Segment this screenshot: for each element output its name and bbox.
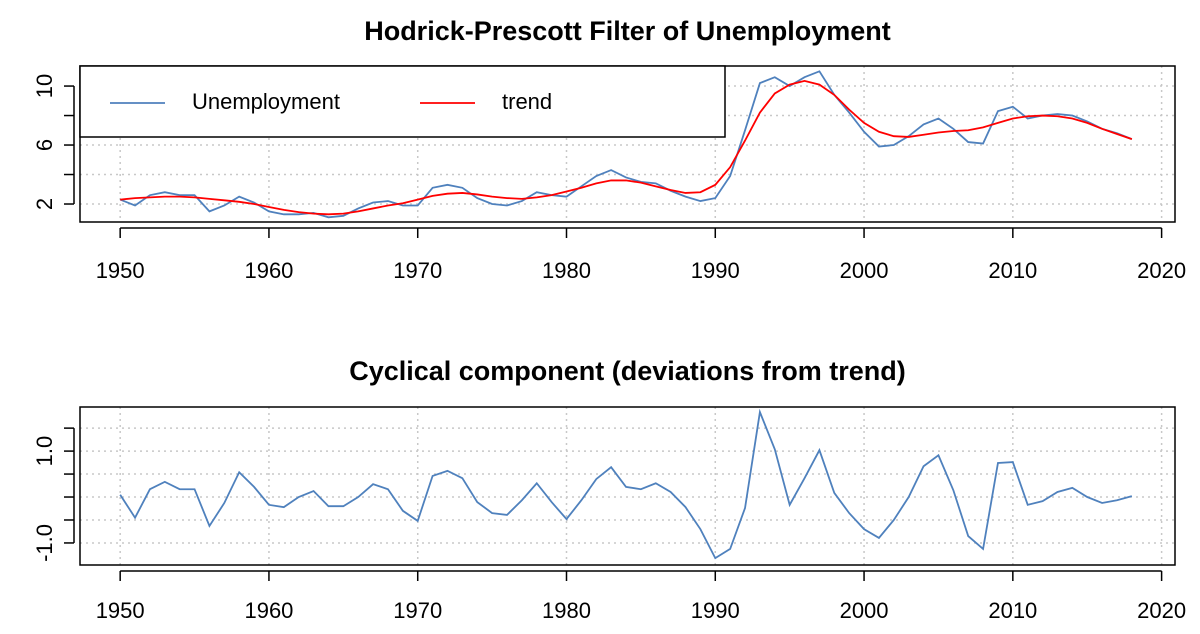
x-tick-label: 2010 [988,598,1037,623]
x-tick-label: 2000 [840,258,889,283]
y-tick-label: 6 [32,139,57,151]
x-tick-label: 1990 [691,258,740,283]
chart-title: Cyclical component (deviations from tren… [349,356,906,386]
x-tick-label: 2000 [840,598,889,623]
series-line [120,79,1133,216]
y-tick-label: 1.0 [32,436,57,467]
legend-box [79,65,726,138]
series-line [119,70,1133,219]
x-tick-label: 1960 [244,258,293,283]
x-tick-label: 1960 [244,598,293,623]
x-tick-label: 1970 [393,258,442,283]
y-tick-label: 2 [32,198,57,210]
chart-title: Hodrick-Prescott Filter of Unemployment [364,16,891,46]
x-tick-label: 1980 [542,598,591,623]
x-tick-label: 1990 [691,598,740,623]
x-tick-label: 1970 [393,598,442,623]
series-line [119,408,1133,560]
legend-label: trend [502,89,552,114]
x-tick-label: 2020 [1137,598,1186,623]
x-tick-label: 2010 [988,258,1037,283]
x-tick-label: 1950 [96,258,145,283]
y-tick-label: -1.0 [32,524,57,562]
x-tick-label: 1980 [542,258,591,283]
x-tick-label: 2020 [1137,258,1186,283]
plot-box [79,406,1176,566]
y-tick-label: 10 [32,74,57,98]
x-tick-label: 1950 [96,598,145,623]
legend-label: Unemployment [192,89,340,114]
